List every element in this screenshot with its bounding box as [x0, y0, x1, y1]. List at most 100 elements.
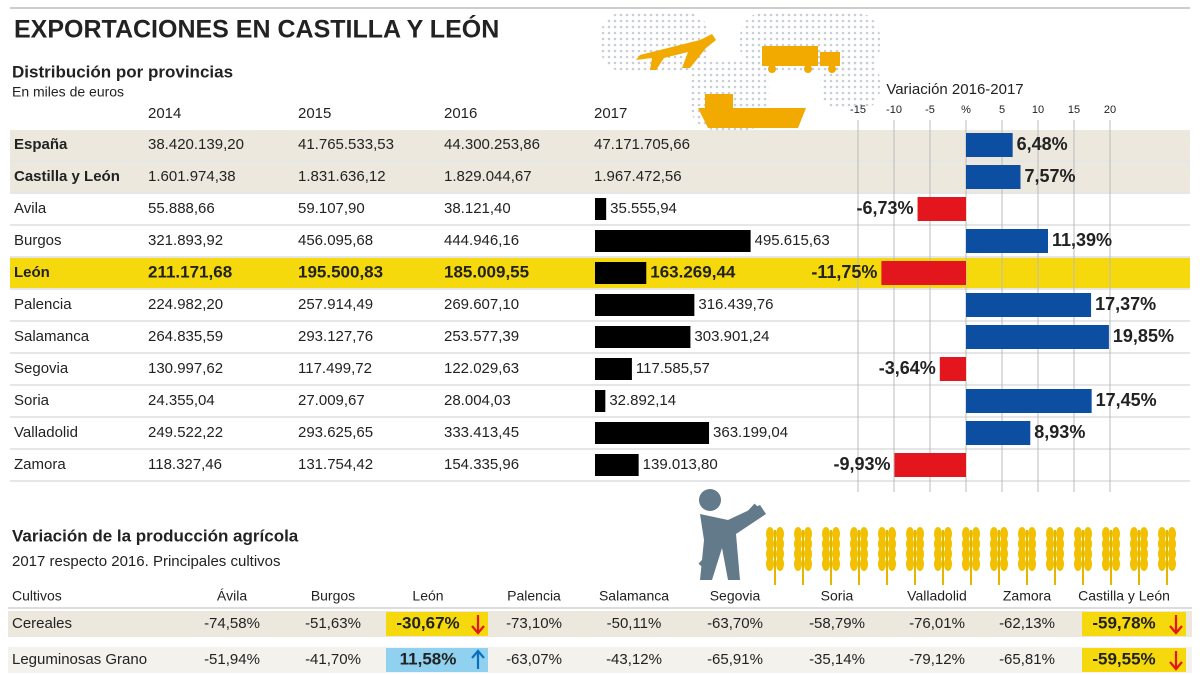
- wheat-grain: [1140, 527, 1148, 541]
- variation-bar: [939, 357, 966, 381]
- wheat-grain: [1168, 537, 1176, 551]
- agri-row-bg: [8, 611, 1192, 637]
- wheat-grain: [906, 537, 914, 551]
- table-cell: 118.327,46: [148, 456, 222, 473]
- wheat-grain: [1140, 557, 1148, 571]
- table-cell: 122.029,63: [444, 360, 519, 377]
- wheat-grain: [906, 547, 914, 561]
- bar: [595, 294, 695, 316]
- agri-cell: -58,79%: [809, 615, 865, 632]
- table-cell: 131.754,42: [298, 456, 373, 473]
- bar: [595, 326, 691, 348]
- wheat-grain: [1158, 557, 1166, 571]
- wheat-grain: [972, 527, 980, 541]
- x-tick-label: %: [961, 104, 971, 116]
- agri-header: Castilla y León: [1078, 588, 1170, 604]
- wheat-grain: [972, 557, 980, 571]
- wheat-grain: [916, 527, 924, 541]
- variation-label: 7,57%: [1025, 166, 1076, 186]
- row-label: León: [14, 264, 50, 281]
- wheat-grain: [1028, 527, 1036, 541]
- variation-label: -3,64%: [879, 358, 936, 378]
- wheat-grain: [766, 537, 774, 551]
- wheat-grain: [916, 557, 924, 571]
- agri-table: Cultivos Ávila Burgos León Palencia Salamanca…: [12, 588, 1170, 669]
- table-cell: 444.946,16: [444, 232, 519, 249]
- column-header: 2016: [444, 105, 477, 122]
- variation-label: 17,37%: [1095, 294, 1156, 314]
- table-cell: 55.888,66: [148, 200, 215, 217]
- variation-bar: [917, 197, 966, 221]
- wheat-grain: [1018, 527, 1026, 541]
- wheat-grain: [1046, 537, 1054, 551]
- table-cell: 269.607,10: [444, 296, 519, 313]
- wheat-grain: [1074, 537, 1082, 551]
- bar: [595, 198, 607, 220]
- wheat-grain: [1140, 537, 1148, 551]
- wheat-grain: [832, 547, 840, 561]
- wheat-grain: [1000, 557, 1008, 571]
- table-cell: 333.413,45: [444, 424, 519, 441]
- wheat-grain: [1158, 547, 1166, 561]
- agri-cell: -35,14%: [809, 651, 865, 668]
- wheat-grain: [990, 527, 998, 541]
- agri-subtitle: 2017 respecto 2016. Principales cultivos: [12, 553, 281, 570]
- highlight-cell: [386, 612, 488, 636]
- value-label: 139.013,80: [643, 456, 718, 473]
- wheat-grain: [1102, 537, 1110, 551]
- wheat-grain: [1084, 527, 1092, 541]
- wheat-grain: [878, 527, 886, 541]
- table-cell: 224.982,20: [148, 296, 223, 313]
- value-label: 1.967.472,56: [594, 168, 682, 185]
- bar: [595, 454, 639, 476]
- wheat-grain: [822, 557, 830, 571]
- column-header: 2017: [594, 105, 627, 122]
- wheat-grain: [1112, 527, 1120, 541]
- agri-cell: -63,70%: [707, 615, 763, 632]
- bar: [595, 230, 751, 252]
- wheat-grain: [804, 557, 812, 571]
- agri-cell: -79,12%: [909, 651, 965, 668]
- wheat-grain: [1084, 537, 1092, 551]
- wheat-grain: [860, 537, 868, 551]
- wheat-grain: [962, 537, 970, 551]
- main-title: EXPORTACIONES EN CASTILLA Y LEÓN: [14, 14, 499, 44]
- x-tick-label: 5: [999, 104, 1005, 116]
- wheat-grain: [916, 537, 924, 551]
- table-cell: 1.829.044,67: [444, 168, 532, 185]
- agri-header: Burgos: [311, 588, 355, 604]
- wheat-grain: [1168, 557, 1176, 571]
- wheat-grain: [850, 557, 858, 571]
- agri-cell: -63,07%: [506, 651, 562, 668]
- wheat-grain: [1028, 537, 1036, 551]
- table-cell: 249.522,22: [148, 424, 223, 441]
- variation-bar: [966, 421, 1031, 445]
- agri-header: Cultivos: [12, 588, 62, 604]
- row-label: Salamanca: [14, 328, 90, 345]
- wheat-grain: [1018, 537, 1026, 551]
- value-label: 35.555,94: [610, 200, 677, 217]
- wheat-grain: [934, 557, 942, 571]
- wheat-grain: [1000, 537, 1008, 551]
- agri-row-label: Cereales: [12, 615, 72, 632]
- value-label: 495.615,63: [755, 232, 830, 249]
- agri-cell: -62,13%: [999, 615, 1055, 632]
- agri-cell: -73,10%: [506, 615, 562, 632]
- agri-cell: -59,55%: [1092, 649, 1155, 668]
- bar: [595, 262, 647, 284]
- agri-header: Valladolid: [907, 588, 967, 604]
- wheat-grain: [944, 537, 952, 551]
- wheat-grain: [822, 547, 830, 561]
- agri-cell: -65,81%: [999, 651, 1055, 668]
- value-label: 303.901,24: [694, 328, 769, 345]
- wheat-grain: [794, 547, 802, 561]
- wheat-grain: [860, 547, 868, 561]
- x-tick-label: 15: [1068, 104, 1080, 116]
- wheat-grain: [1102, 547, 1110, 561]
- wheat-grain: [766, 557, 774, 571]
- wheat-grain: [962, 527, 970, 541]
- column-header: 2014: [148, 105, 181, 122]
- wheat-grain: [850, 547, 858, 561]
- wheat-grain: [1130, 557, 1138, 571]
